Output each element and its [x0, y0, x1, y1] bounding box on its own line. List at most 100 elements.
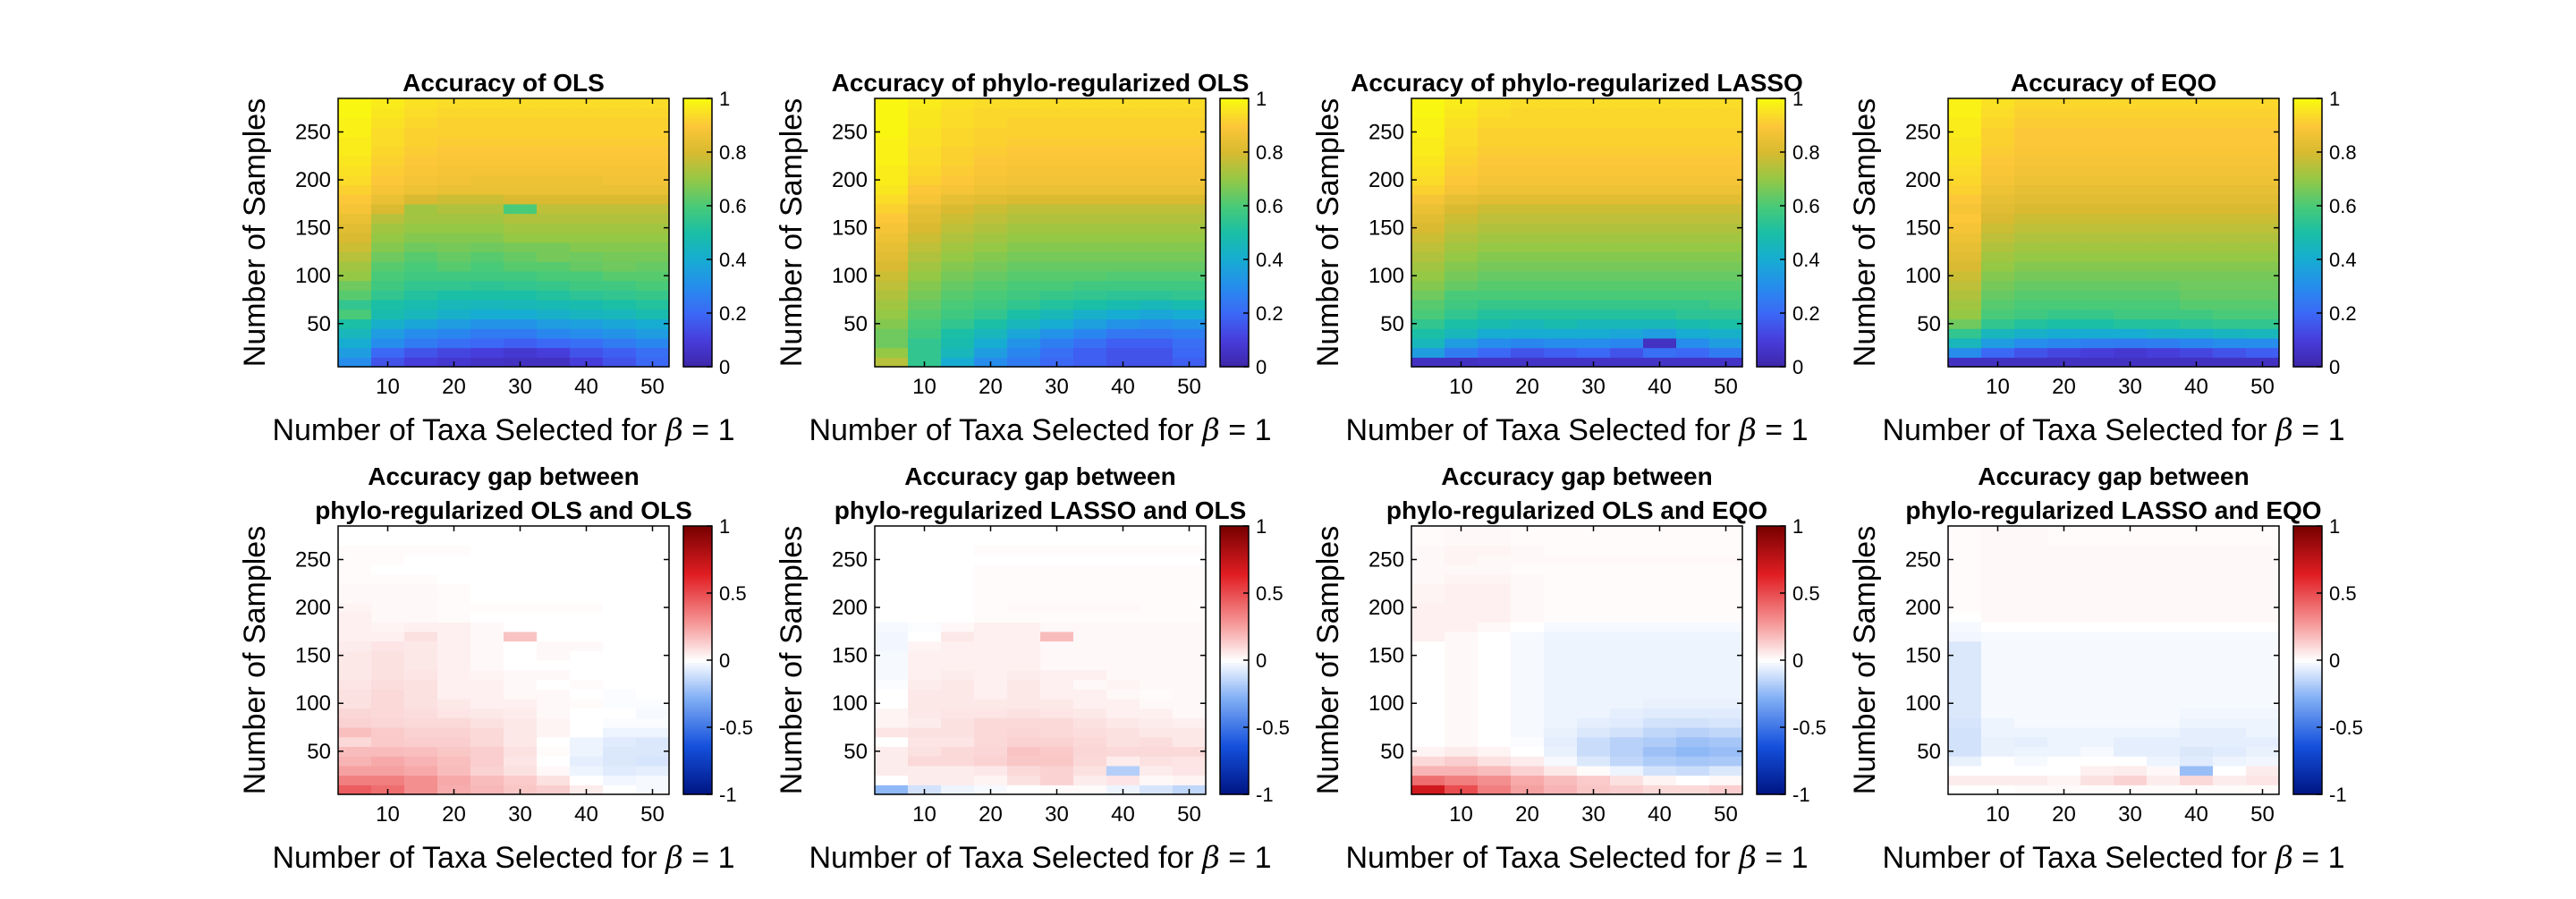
heatmap-cell: [2047, 660, 2081, 671]
colorbar-segment: [1757, 651, 1785, 655]
heatmap-cell: [2147, 165, 2181, 176]
colorbar-segment: [683, 725, 712, 728]
heatmap-cell: [470, 328, 504, 339]
heatmap-cell: [1007, 736, 1041, 748]
heatmap-cell: [1577, 593, 1611, 604]
colorbar-segment: [683, 772, 712, 776]
heatmap-cell: [1643, 612, 1677, 623]
heatmap-cell: [1040, 127, 1074, 138]
heatmap-cell: [941, 194, 975, 205]
colorbar-segment: [1757, 327, 1785, 330]
heatmap-cell: [504, 727, 538, 738]
heatmap-cell: [1544, 535, 1578, 547]
y-tick-label: 100: [295, 264, 331, 288]
heatmap-cell: [1610, 602, 1644, 614]
heatmap-cell: [1106, 300, 1140, 310]
colorbar-segment: [1757, 100, 1785, 104]
heatmap-cell: [371, 622, 405, 632]
heatmap-cell: [537, 251, 571, 262]
colorbar-tick-label: -1: [1792, 784, 1810, 806]
heatmap-cell: [2114, 127, 2148, 138]
heatmap-cell: [1173, 242, 1207, 253]
colorbar-segment: [2293, 776, 2322, 780]
heatmap-cell: [2080, 612, 2114, 623]
heatmap-cell: [1544, 165, 1578, 176]
heatmap-cell: [404, 300, 438, 310]
heatmap-cell: [1106, 165, 1140, 176]
colorbar-segment: [683, 306, 712, 310]
heatmap-cell: [1643, 640, 1677, 651]
heatmap-cell: [2246, 233, 2280, 243]
colorbar-segment: [1220, 275, 1249, 278]
heatmap-cell: [470, 640, 504, 651]
heatmap-cell: [338, 251, 372, 262]
heatmap-cell: [1478, 233, 1512, 243]
heatmap-cell: [1643, 746, 1677, 757]
colorbar-segment: [1220, 723, 1249, 726]
heatmap-cell: [504, 290, 538, 301]
heatmap-cell: [1709, 127, 1743, 138]
colorbar-segment: [683, 250, 712, 254]
heatmap-cell: [1610, 698, 1644, 709]
heatmap-cell: [1445, 689, 1479, 700]
heatmap-cell: [1140, 146, 1174, 157]
heatmap-cell: [1007, 300, 1041, 310]
heatmap-cell: [537, 165, 571, 176]
heatmap-cell: [1643, 679, 1677, 690]
heatmap-cell: [1073, 775, 1107, 785]
heatmap-cell: [875, 136, 909, 148]
heatmap-cell: [1073, 698, 1107, 709]
colorbar-segment: [1757, 322, 1785, 326]
heatmap-cell: [1676, 309, 1710, 320]
heatmap-cell: [1709, 242, 1743, 253]
heatmap-cell: [437, 564, 471, 575]
heatmap-cell: [974, 564, 1008, 575]
heatmap-cell: [404, 698, 438, 709]
heatmap-cell: [1981, 717, 2015, 728]
colorbar-segment: [2293, 349, 2322, 352]
colorbar-segment: [1757, 557, 1785, 561]
colorbar-segment: [2293, 174, 2322, 178]
heatmap-cell: [1040, 136, 1074, 148]
colorbar-segment: [1757, 228, 1785, 232]
heatmap-cell: [338, 593, 372, 604]
colorbar-segment: [1220, 342, 1249, 345]
heatmap-cell: [338, 555, 372, 565]
heatmap-cell: [2213, 573, 2247, 584]
colorbar-segment: [2293, 532, 2322, 536]
heatmap-cell: [1411, 640, 1445, 651]
colorbar-segment: [2293, 602, 2322, 606]
heatmap-cell: [1643, 146, 1677, 157]
heatmap-cell: [1981, 583, 2015, 594]
heatmap-cell: [636, 270, 670, 282]
heatmap-cell: [2080, 280, 2114, 291]
heatmap-cell: [875, 357, 909, 368]
heatmap-cell: [2014, 318, 2048, 329]
colorbar-segment: [2293, 264, 2322, 267]
heatmap-cell: [1445, 251, 1479, 262]
heatmap-cell: [1106, 184, 1140, 195]
colorbar-segment: [683, 239, 712, 242]
y-tick-label: 50: [1380, 740, 1404, 764]
heatmap-cell: [1106, 708, 1140, 718]
heatmap-cell: [2147, 573, 2181, 584]
heatmap-cell: [1040, 223, 1074, 233]
heatmap-cell: [570, 174, 604, 186]
heatmap-cell: [570, 775, 604, 785]
heatmap-cell: [1173, 555, 1207, 565]
colorbar-segment: [683, 714, 712, 717]
heatmap-cell: [2180, 280, 2214, 291]
heatmap-cell: [1643, 775, 1677, 785]
heatmap-cell: [908, 698, 942, 709]
heatmap-cell: [974, 165, 1008, 176]
heatmap-cell: [570, 127, 604, 138]
colorbar-segment: [1757, 751, 1785, 755]
heatmap-cell: [504, 612, 538, 623]
heatmap-cell: [2147, 270, 2181, 282]
colorbar-segment: [1757, 331, 1785, 335]
heatmap-cell: [504, 300, 538, 310]
colorbar-segment: [1220, 344, 1249, 348]
heatmap-cell: [1478, 640, 1512, 651]
colorbar-segment: [1220, 537, 1249, 540]
heatmap-cell: [2246, 573, 2280, 584]
